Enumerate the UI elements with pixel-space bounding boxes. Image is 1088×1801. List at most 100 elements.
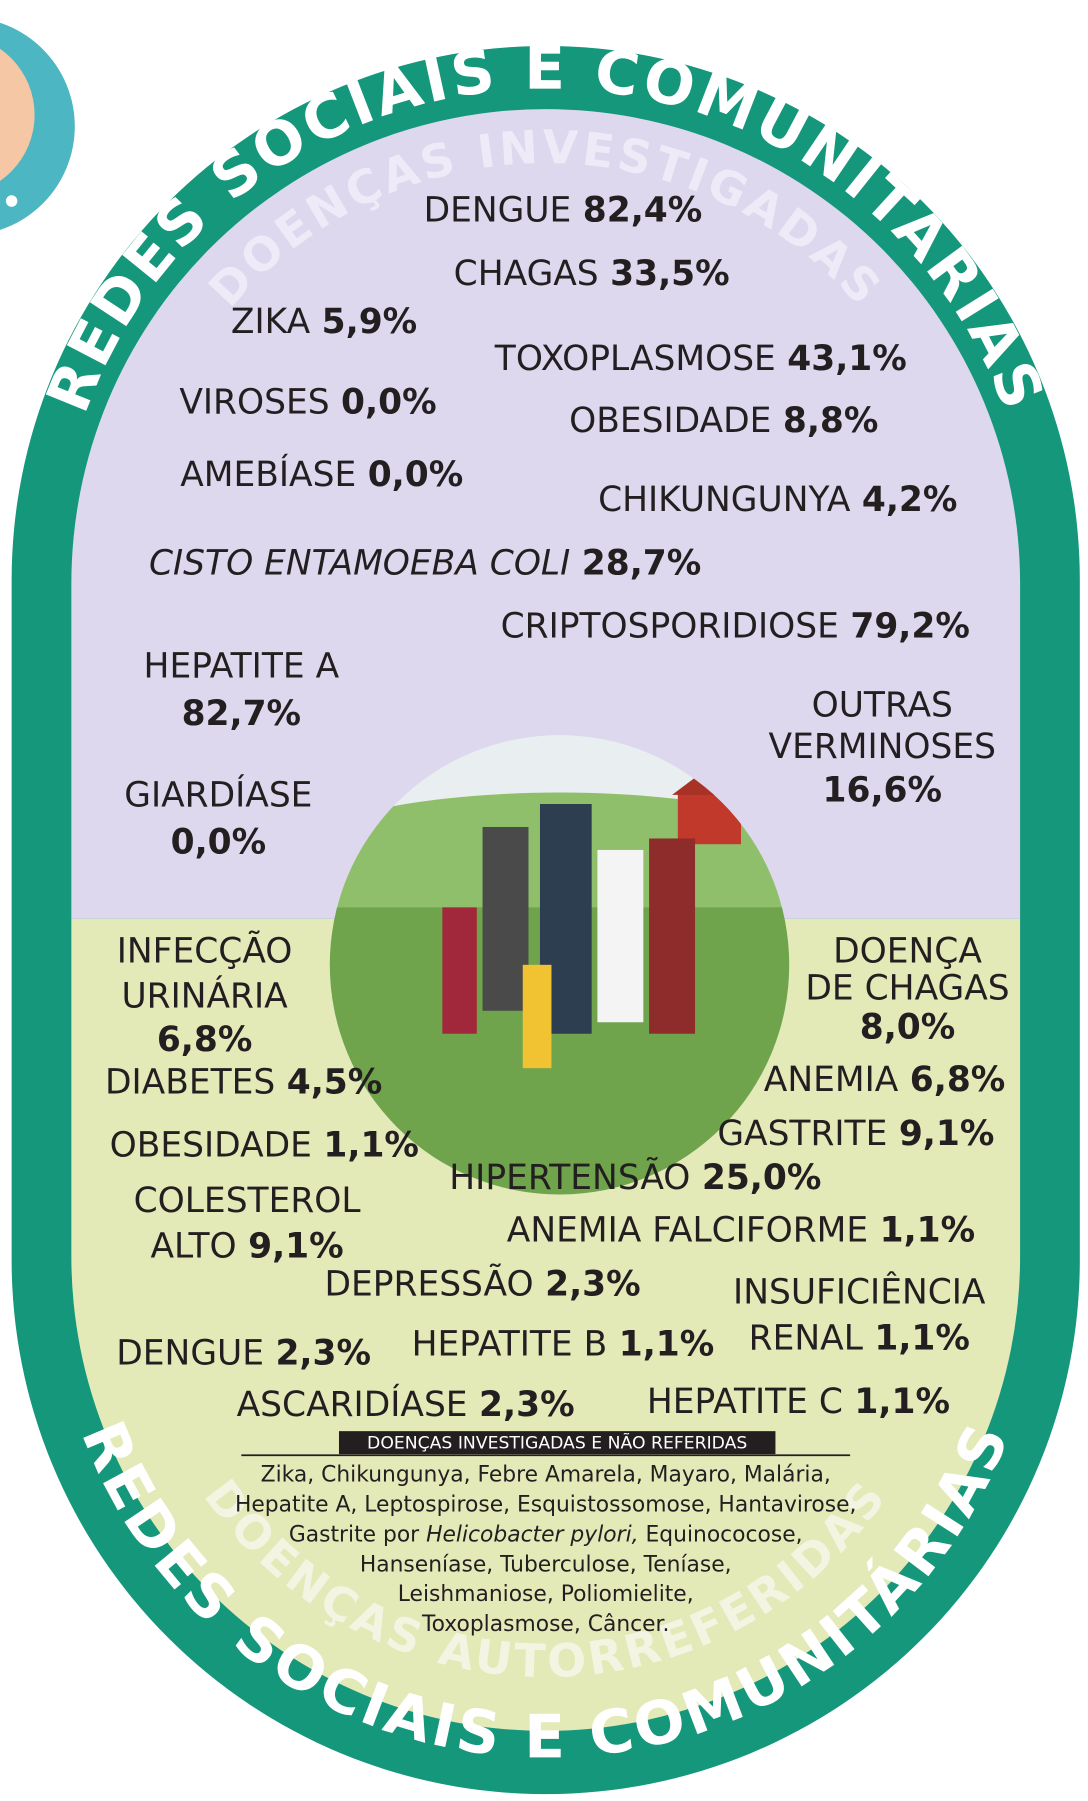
disease-value: 1,1% [854, 1382, 950, 1422]
disease-name: OBESIDADE [110, 1126, 312, 1166]
disease-name: HIPERTENSÃO [449, 1158, 690, 1198]
disease-item: CHAGAS 33,5% [454, 254, 730, 294]
disease-name: INSUFICIÊNCIA [733, 1272, 986, 1313]
disease-value: 8,0% [860, 1007, 956, 1047]
disease-value: 9,1% [248, 1227, 344, 1267]
text-segment: Gastrite por [289, 1522, 426, 1547]
disease-name: CHIKUNGUNYA [598, 480, 851, 520]
disease-list: DENGUE 82,4% CHAGAS 33,5% ZIKA 5,9% TOXOPLASMO… [105, 191, 1010, 1426]
disease-item: ANEMIA 6,8% [764, 1060, 1006, 1100]
disease-name: TOXOPLASMOSE [494, 339, 776, 379]
disease-name: COLESTEROL [134, 1181, 361, 1221]
disease-name: RENAL [749, 1319, 863, 1359]
text-segment: Zika, Chikungunya, Febre Amarela, Mayaro… [261, 1463, 831, 1488]
disease-name: ALTO [151, 1227, 237, 1267]
disease-name: HEPATITE A [144, 647, 340, 687]
disease-value: 43,1% [787, 339, 906, 379]
disease-value: 9,1% [899, 1114, 995, 1154]
disease-item: CISTO ENTAMOEBA COLI 28,7% [149, 543, 701, 583]
not-reported-line: Gastrite por Helicobacter pylori, Equino… [289, 1522, 803, 1547]
disease-item: DENGUE 2,3% [116, 1334, 371, 1374]
disease-item: OBESIDADE 1,1% [110, 1126, 419, 1166]
disease-item: ANEMIA FALCIFORME 1,1% [507, 1211, 975, 1251]
disease-item: GIARDÍASE 0,0% [124, 774, 312, 862]
text-segment: Helicobacter pylori, [426, 1522, 638, 1547]
disease-name: INFECÇÃO [117, 932, 293, 972]
not-reported-title: DOENÇAS INVESTIGADAS E NÃO REFERIDAS [367, 1431, 747, 1453]
disease-item: OUTRAS VERMINOSES 16,6% [769, 686, 996, 811]
disease-name: DENGUE [424, 191, 572, 231]
text-segment: Hepatite A, Leptospirose, Esquistossomos… [235, 1493, 857, 1518]
disease-item: HIPERTENSÃO 25,0% [449, 1158, 821, 1198]
disease-name: DEPRESSÃO [324, 1265, 533, 1305]
disease-name: HEPATITE B [412, 1324, 608, 1364]
disease-name: VIROSES [179, 382, 329, 422]
disease-value: 4,5% [287, 1062, 383, 1102]
disease-name: DIABETES [105, 1062, 275, 1102]
disease-value: 0,0% [368, 455, 464, 495]
disease-name: DENGUE [116, 1334, 264, 1374]
text-segment: Leishmaniose, Poliomielite, [398, 1582, 694, 1607]
disease-name: DOENÇA [833, 932, 982, 972]
disease-item: DIABETES 4,5% [105, 1062, 382, 1102]
disease-name: CISTO ENTAMOEBA COLI [149, 543, 570, 583]
disease-name: AMEBÍASE [180, 454, 356, 495]
disease-value: 1,1% [619, 1324, 715, 1364]
disease-value: 79,2% [850, 606, 969, 646]
disease-item: AMEBÍASE 0,0% [180, 454, 463, 495]
disease-item: OBESIDADE 8,8% [569, 401, 878, 441]
text-segment: Equinococose, [639, 1522, 803, 1547]
disease-value: 2,3% [479, 1385, 575, 1425]
disease-item: INFECÇÃO URINÁRIA 6,8% [117, 932, 293, 1060]
not-reported-line: Hepatite A, Leptospirose, Esquistossomos… [235, 1493, 857, 1518]
disease-name: URINÁRIA [121, 975, 288, 1016]
disease-value: 2,3% [545, 1265, 641, 1305]
disease-item: VIROSES 0,0% [179, 382, 436, 422]
disease-value: 0,0% [171, 822, 267, 862]
disease-name: OBESIDADE [569, 401, 771, 441]
text-segment: Toxoplasmose, Câncer. [421, 1612, 670, 1637]
disease-item: HEPATITE C 1,1% [647, 1382, 950, 1422]
disease-value: 25,0% [702, 1158, 821, 1198]
disease-value: 4,2% [862, 480, 958, 520]
disease-name: ASCARIDÍASE [237, 1384, 468, 1425]
disease-value: 5,9% [322, 302, 418, 342]
disease-name: ANEMIA FALCIFORME [507, 1211, 868, 1251]
disease-value: 82,7% [182, 694, 301, 734]
disease-name: VERMINOSES [769, 727, 996, 767]
disease-item: DENGUE 82,4% [424, 191, 703, 231]
not-reported-line: Leishmaniose, Poliomielite, [398, 1582, 694, 1607]
disease-value: 0,0% [341, 382, 437, 422]
disease-name: HEPATITE C [647, 1382, 843, 1422]
disease-item: HEPATITE A 82,7% [144, 647, 340, 734]
disease-name: OUTRAS [812, 686, 953, 726]
disease-value: 28,7% [582, 543, 701, 583]
disease-name: ANEMIA [764, 1060, 899, 1100]
disease-value: 6,8% [157, 1020, 253, 1060]
disease-value: 82,4% [583, 191, 702, 231]
not-reported-line: Zika, Chikungunya, Febre Amarela, Mayaro… [261, 1463, 831, 1488]
disease-item: ASCARIDÍASE 2,3% [237, 1384, 575, 1425]
disease-item: CHIKUNGUNYA 4,2% [598, 480, 957, 520]
disease-value: 2,3% [275, 1334, 371, 1374]
disease-item: DOENÇA DE CHAGAS 8,0% [805, 932, 1009, 1048]
disease-value: 33,5% [610, 254, 729, 294]
disease-name: CRIPTOSPORIDIOSE [501, 606, 839, 646]
disease-item: COLESTEROL ALTO 9,1% [134, 1181, 361, 1267]
not-reported-line: Hanseníase, Tuberculose, Teníase, [360, 1552, 732, 1577]
disease-item: DEPRESSÃO 2,3% [324, 1265, 640, 1305]
not-reported: DOENÇAS INVESTIGADAS E NÃO REFERIDAS Zik… [235, 1431, 857, 1637]
disease-item: INSUFICIÊNCIA RENAL 1,1% [733, 1272, 986, 1359]
disease-value: 6,8% [910, 1060, 1006, 1100]
disease-item: CRIPTOSPORIDIOSE 79,2% [501, 606, 970, 646]
corner-badge [0, 22, 75, 230]
text-segment: Hanseníase, Tuberculose, Teníase, [360, 1552, 732, 1577]
disease-item: TOXOPLASMOSE 43,1% [494, 339, 907, 379]
disease-item: HEPATITE B 1,1% [412, 1324, 715, 1364]
disease-value: 16,6% [823, 771, 942, 811]
disease-name: ZIKA [231, 302, 311, 342]
disease-value: 8,8% [783, 401, 879, 441]
disease-item: ZIKA 5,9% [231, 302, 417, 342]
disease-name: CHAGAS [454, 254, 599, 294]
